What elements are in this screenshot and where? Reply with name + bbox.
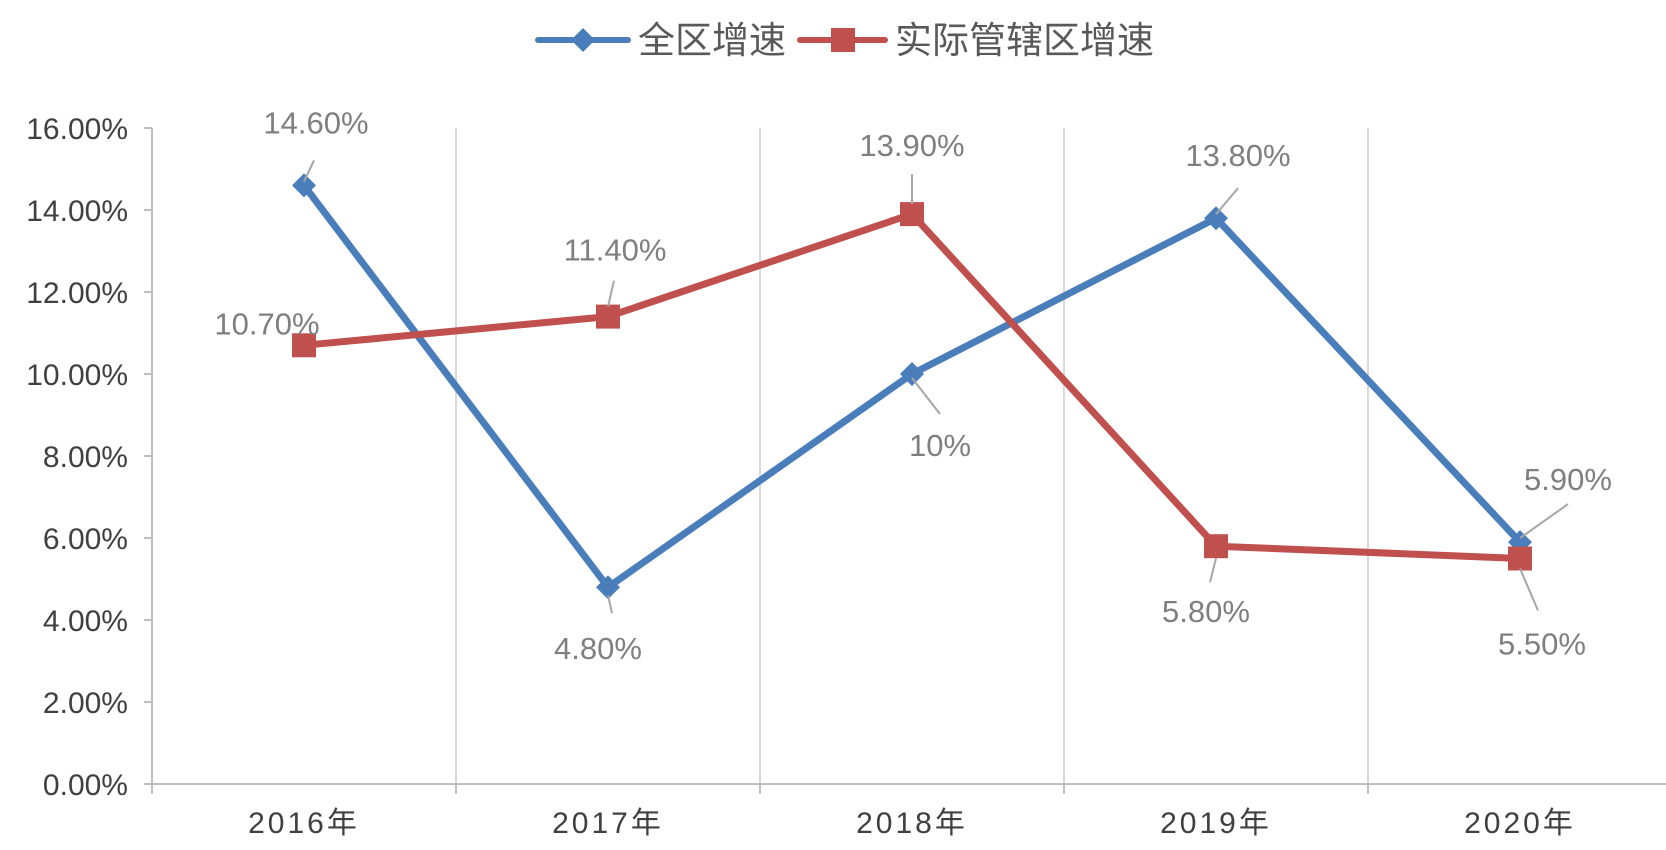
legend-marker-square bbox=[831, 28, 855, 52]
leader-line bbox=[303, 159, 315, 182]
y-tick-label: 6.00% bbox=[43, 523, 128, 556]
y-tick-label: 12.00% bbox=[26, 277, 128, 310]
leader-line bbox=[607, 594, 613, 614]
y-tick-label: 14.00% bbox=[26, 195, 128, 228]
data-point-square bbox=[292, 333, 316, 358]
data-point-diamond bbox=[596, 575, 620, 600]
legend-marker-diamond bbox=[571, 28, 595, 52]
y-tick-label: 8.00% bbox=[43, 441, 128, 474]
x-tick-label: 2018年 bbox=[856, 807, 968, 840]
series-line bbox=[300, 181, 1524, 591]
x-tick-label: 2020年 bbox=[1464, 807, 1576, 840]
data-point-diamond bbox=[1204, 206, 1228, 231]
legend-item-series-1: 全区增速 bbox=[535, 20, 786, 61]
series-line bbox=[300, 210, 1524, 562]
leader-line bbox=[1209, 557, 1217, 583]
data-label: 10.70% bbox=[214, 306, 319, 341]
data-labels: 14.60% 4.80% 10% 13.80% 5.90% 10.70% 11.40% 13.… bbox=[214, 105, 1612, 666]
leader-line bbox=[1519, 503, 1569, 539]
data-label: 11.40% bbox=[564, 233, 667, 268]
leader-line bbox=[1215, 187, 1239, 215]
legend-label-series-2: 实际管辖区增速 bbox=[895, 20, 1154, 61]
data-point-diamond bbox=[900, 362, 924, 386]
y-tick-label: 16.00% bbox=[26, 113, 128, 146]
legend-label-series-1: 全区增速 bbox=[638, 20, 786, 61]
data-label: 5.80% bbox=[1162, 594, 1250, 629]
data-label: 13.90% bbox=[859, 128, 964, 163]
data-label: 5.50% bbox=[1498, 627, 1586, 662]
series-2 bbox=[292, 202, 1532, 571]
x-tick-label: 2017年 bbox=[552, 807, 664, 840]
leader-line bbox=[1519, 568, 1539, 611]
series-1 bbox=[292, 173, 1532, 600]
y-tick-label: 4.00% bbox=[43, 605, 128, 638]
data-label: 5.90% bbox=[1524, 462, 1612, 497]
series-layer bbox=[292, 173, 1532, 600]
data-label: 4.80% bbox=[554, 631, 642, 666]
data-point-square bbox=[1508, 546, 1532, 571]
x-tick-label: 2019年 bbox=[1160, 807, 1272, 840]
data-point-square bbox=[900, 202, 924, 227]
data-point-square bbox=[596, 304, 620, 329]
data-label: 13.80% bbox=[1185, 138, 1290, 173]
gridlines bbox=[455, 128, 1369, 784]
y-tick-label: 2.00% bbox=[43, 687, 128, 720]
data-point-diamond bbox=[292, 173, 316, 198]
axes: 0.00% 2.00% 4.00% 6.00% 8.00% 10.00% 12.00% 14.… bbox=[26, 113, 1666, 840]
leader-line bbox=[607, 280, 615, 307]
x-tick-label: 2016年 bbox=[248, 807, 360, 840]
data-label: 10% bbox=[909, 428, 971, 463]
y-tick-label: 0.00% bbox=[43, 769, 128, 802]
legend: 全区增速 实际管辖区增速 bbox=[535, 20, 1154, 61]
leader-line bbox=[911, 377, 941, 415]
legend-item-series-2: 实际管辖区增速 bbox=[797, 20, 1154, 61]
data-point-square bbox=[1204, 534, 1228, 559]
y-tick-label: 10.00% bbox=[26, 359, 128, 392]
data-label: 14.60% bbox=[263, 105, 368, 140]
